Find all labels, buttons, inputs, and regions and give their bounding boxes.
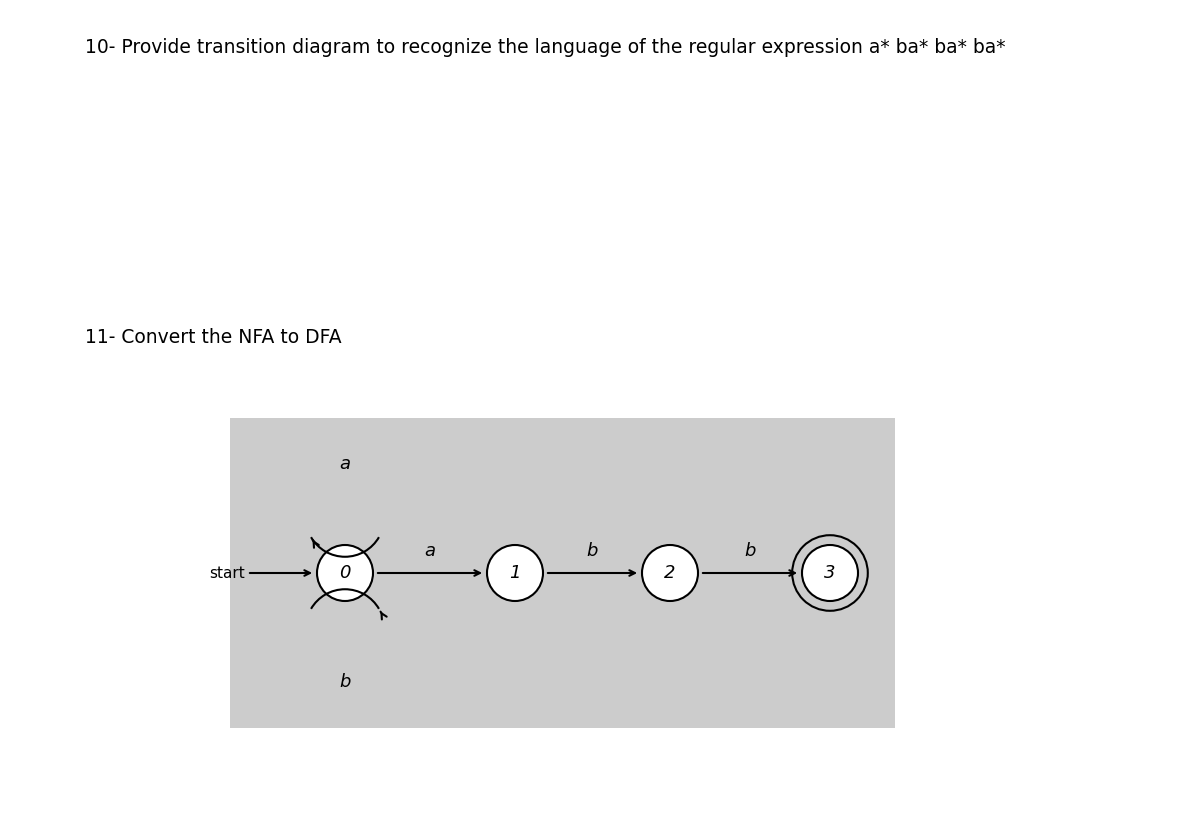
Text: 3: 3 xyxy=(824,564,835,582)
Text: a: a xyxy=(340,456,350,474)
Text: a: a xyxy=(425,542,436,560)
Text: 1: 1 xyxy=(509,564,521,582)
FancyBboxPatch shape xyxy=(230,418,895,728)
Circle shape xyxy=(317,545,373,601)
Text: 0: 0 xyxy=(340,564,350,582)
Circle shape xyxy=(802,545,858,601)
Text: 2: 2 xyxy=(665,564,676,582)
Text: b: b xyxy=(340,672,350,690)
Circle shape xyxy=(642,545,698,601)
Text: b: b xyxy=(744,542,756,560)
Text: 10- Provide transition diagram to recognize the language of the regular expressi: 10- Provide transition diagram to recogn… xyxy=(85,38,1006,57)
Text: start: start xyxy=(209,565,245,581)
Text: 11- Convert the NFA to DFA: 11- Convert the NFA to DFA xyxy=(85,328,342,347)
Text: b: b xyxy=(587,542,598,560)
Circle shape xyxy=(487,545,542,601)
